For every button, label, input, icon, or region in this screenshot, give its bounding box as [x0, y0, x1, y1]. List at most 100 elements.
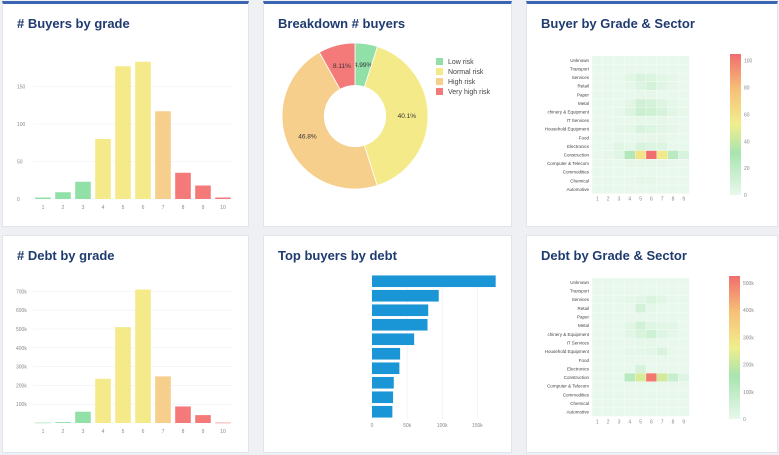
debt-by-grade-card: # Debt by grade 100k 200k 300k 400k 500k 600k…	[2, 235, 249, 453]
heat-cell	[602, 338, 614, 348]
x-tick-label: 3	[82, 429, 85, 435]
heat-cell	[656, 64, 668, 74]
heat-cell	[645, 98, 657, 108]
row-label: Paper	[577, 92, 590, 97]
heat-cell	[624, 73, 636, 82]
heat-cell	[602, 133, 614, 143]
colorbar-tick-label: 0	[744, 193, 747, 199]
heat-cell	[635, 338, 647, 348]
heat-cell	[613, 312, 625, 322]
heat-cell	[645, 295, 657, 305]
heat-cell	[602, 159, 614, 168]
x-tick-label: 8	[182, 429, 185, 435]
x-tick-label: 3	[82, 205, 85, 211]
heat-cell	[645, 373, 657, 382]
heat-cell	[613, 184, 625, 194]
x-tick-label: 6	[650, 197, 653, 203]
heat-cell	[613, 167, 625, 177]
x-tick-label: 1	[596, 197, 599, 203]
heat-cell	[635, 364, 647, 374]
row-label: Chemical	[570, 178, 589, 183]
heat-cell	[667, 81, 679, 91]
row-label: Metal	[578, 323, 589, 328]
heat-cell	[678, 124, 690, 134]
x-tick-label: 3	[618, 419, 621, 425]
heat-cell	[645, 141, 657, 151]
x-tick-label: 5	[122, 429, 125, 435]
heat-cell	[602, 398, 614, 408]
panel-title: Top buyers by debt	[278, 248, 397, 263]
heat-cell	[656, 286, 668, 296]
heat-cell	[591, 373, 603, 382]
heat-cell	[667, 176, 679, 186]
heat-cell	[667, 159, 679, 168]
heat-cell	[591, 338, 603, 348]
row-label: Construction	[564, 153, 590, 158]
heat-cell	[591, 73, 603, 82]
heat-cell	[678, 329, 690, 339]
heat-cell	[624, 167, 636, 177]
colorbar-tick-label: 200k	[743, 363, 754, 369]
x-tick-label: 1	[596, 419, 599, 425]
x-tick-label: 4	[102, 205, 105, 211]
row-label: Metal	[578, 101, 589, 106]
heat-cell	[667, 64, 679, 74]
legend-swatch	[436, 58, 443, 65]
row-label: Electronics	[567, 144, 590, 149]
heat-cell	[656, 390, 668, 400]
heat-cell	[602, 150, 614, 160]
heat-cell	[613, 107, 625, 117]
heat-cell	[613, 338, 625, 348]
bar	[115, 327, 131, 423]
colorbar-tick-label: 20	[744, 166, 750, 172]
heat-cell	[667, 312, 679, 322]
bar	[372, 391, 394, 404]
row-label: Unknown	[570, 280, 589, 285]
heat-cell	[613, 141, 625, 151]
heat-cell	[613, 124, 625, 134]
heat-cell	[624, 176, 636, 186]
legend-label: Normal risk	[448, 69, 484, 76]
y-tick-label: 200k	[16, 383, 27, 389]
heat-cell	[635, 355, 647, 365]
y-tick-label: 100	[17, 122, 26, 128]
row-label: Household Equipment	[545, 349, 590, 354]
heat-cell	[678, 133, 690, 143]
heat-cell	[667, 184, 679, 194]
heat-cell	[613, 73, 625, 82]
heat-cell	[624, 150, 636, 160]
row-label: Paper	[577, 315, 590, 320]
heat-cell	[591, 124, 603, 134]
row-label: Computer & Telecom	[547, 161, 589, 166]
heat-cell	[602, 124, 614, 134]
bar	[372, 275, 496, 288]
heat-cell	[656, 329, 668, 339]
row-label: Commodities	[563, 392, 590, 397]
heat-cell	[624, 355, 636, 365]
heat-cell	[667, 286, 679, 296]
heat-cell	[635, 116, 647, 125]
heat-cell	[645, 390, 657, 400]
heat-cell	[613, 364, 625, 374]
heat-cell	[667, 398, 679, 408]
heat-cell	[656, 141, 668, 151]
heat-cell	[602, 107, 614, 117]
bar	[175, 406, 191, 423]
x-tick-label: 2	[62, 429, 65, 435]
heat-cell	[613, 329, 625, 339]
heat-cell	[613, 64, 625, 74]
heat-cell	[591, 303, 603, 313]
heat-cell	[602, 373, 614, 382]
heat-cell	[678, 373, 690, 382]
heat-cell	[602, 81, 614, 91]
heat-cell	[667, 407, 679, 417]
heat-cell	[613, 407, 625, 417]
heat-cell	[602, 312, 614, 322]
colorbar-tick-label: 0	[743, 417, 746, 423]
x-tick-label: 1	[42, 429, 45, 435]
heat-cell	[602, 364, 614, 374]
heat-cell	[613, 55, 625, 65]
heat-cell	[645, 338, 657, 348]
x-tick-label: 7	[162, 429, 165, 435]
heat-cell	[624, 321, 636, 331]
